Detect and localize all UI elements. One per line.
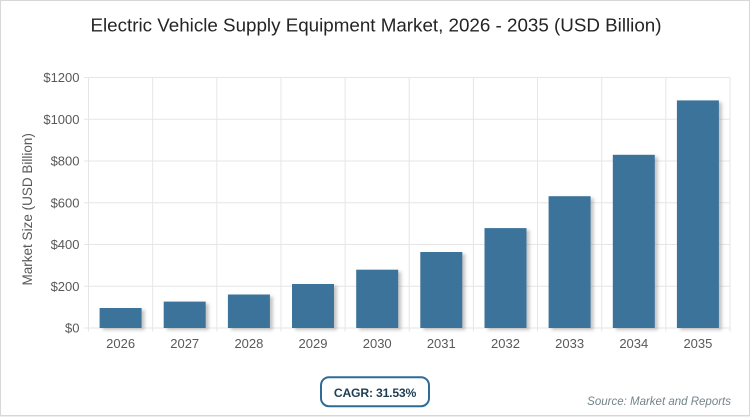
svg-text:CAGR: 31.53%: CAGR: 31.53%: [334, 386, 417, 400]
svg-text:$200: $200: [51, 279, 80, 294]
svg-text:2033: 2033: [555, 336, 584, 351]
svg-text:$800: $800: [51, 154, 80, 169]
svg-text:Source: Market and Reports: Source: Market and Reports: [587, 396, 731, 408]
svg-text:2029: 2029: [299, 336, 328, 351]
svg-text:2026: 2026: [106, 336, 135, 351]
svg-text:Electric Vehicle Supply Equipm: Electric Vehicle Supply Equipment Market…: [90, 15, 661, 36]
svg-text:$1200: $1200: [43, 70, 79, 85]
svg-text:$1000: $1000: [43, 112, 79, 127]
svg-text:$0: $0: [65, 321, 79, 336]
svg-text:2027: 2027: [170, 336, 199, 351]
svg-text:$400: $400: [51, 237, 80, 252]
svg-text:2030: 2030: [363, 336, 392, 351]
svg-text:2035: 2035: [683, 336, 712, 351]
svg-text:2032: 2032: [491, 336, 520, 351]
svg-text:2034: 2034: [619, 336, 648, 351]
svg-text:2028: 2028: [234, 336, 263, 351]
svg-text:2031: 2031: [427, 336, 456, 351]
svg-text:$600: $600: [51, 195, 80, 210]
svg-text:Market Size (USD Billion): Market Size (USD Billion): [20, 133, 35, 285]
